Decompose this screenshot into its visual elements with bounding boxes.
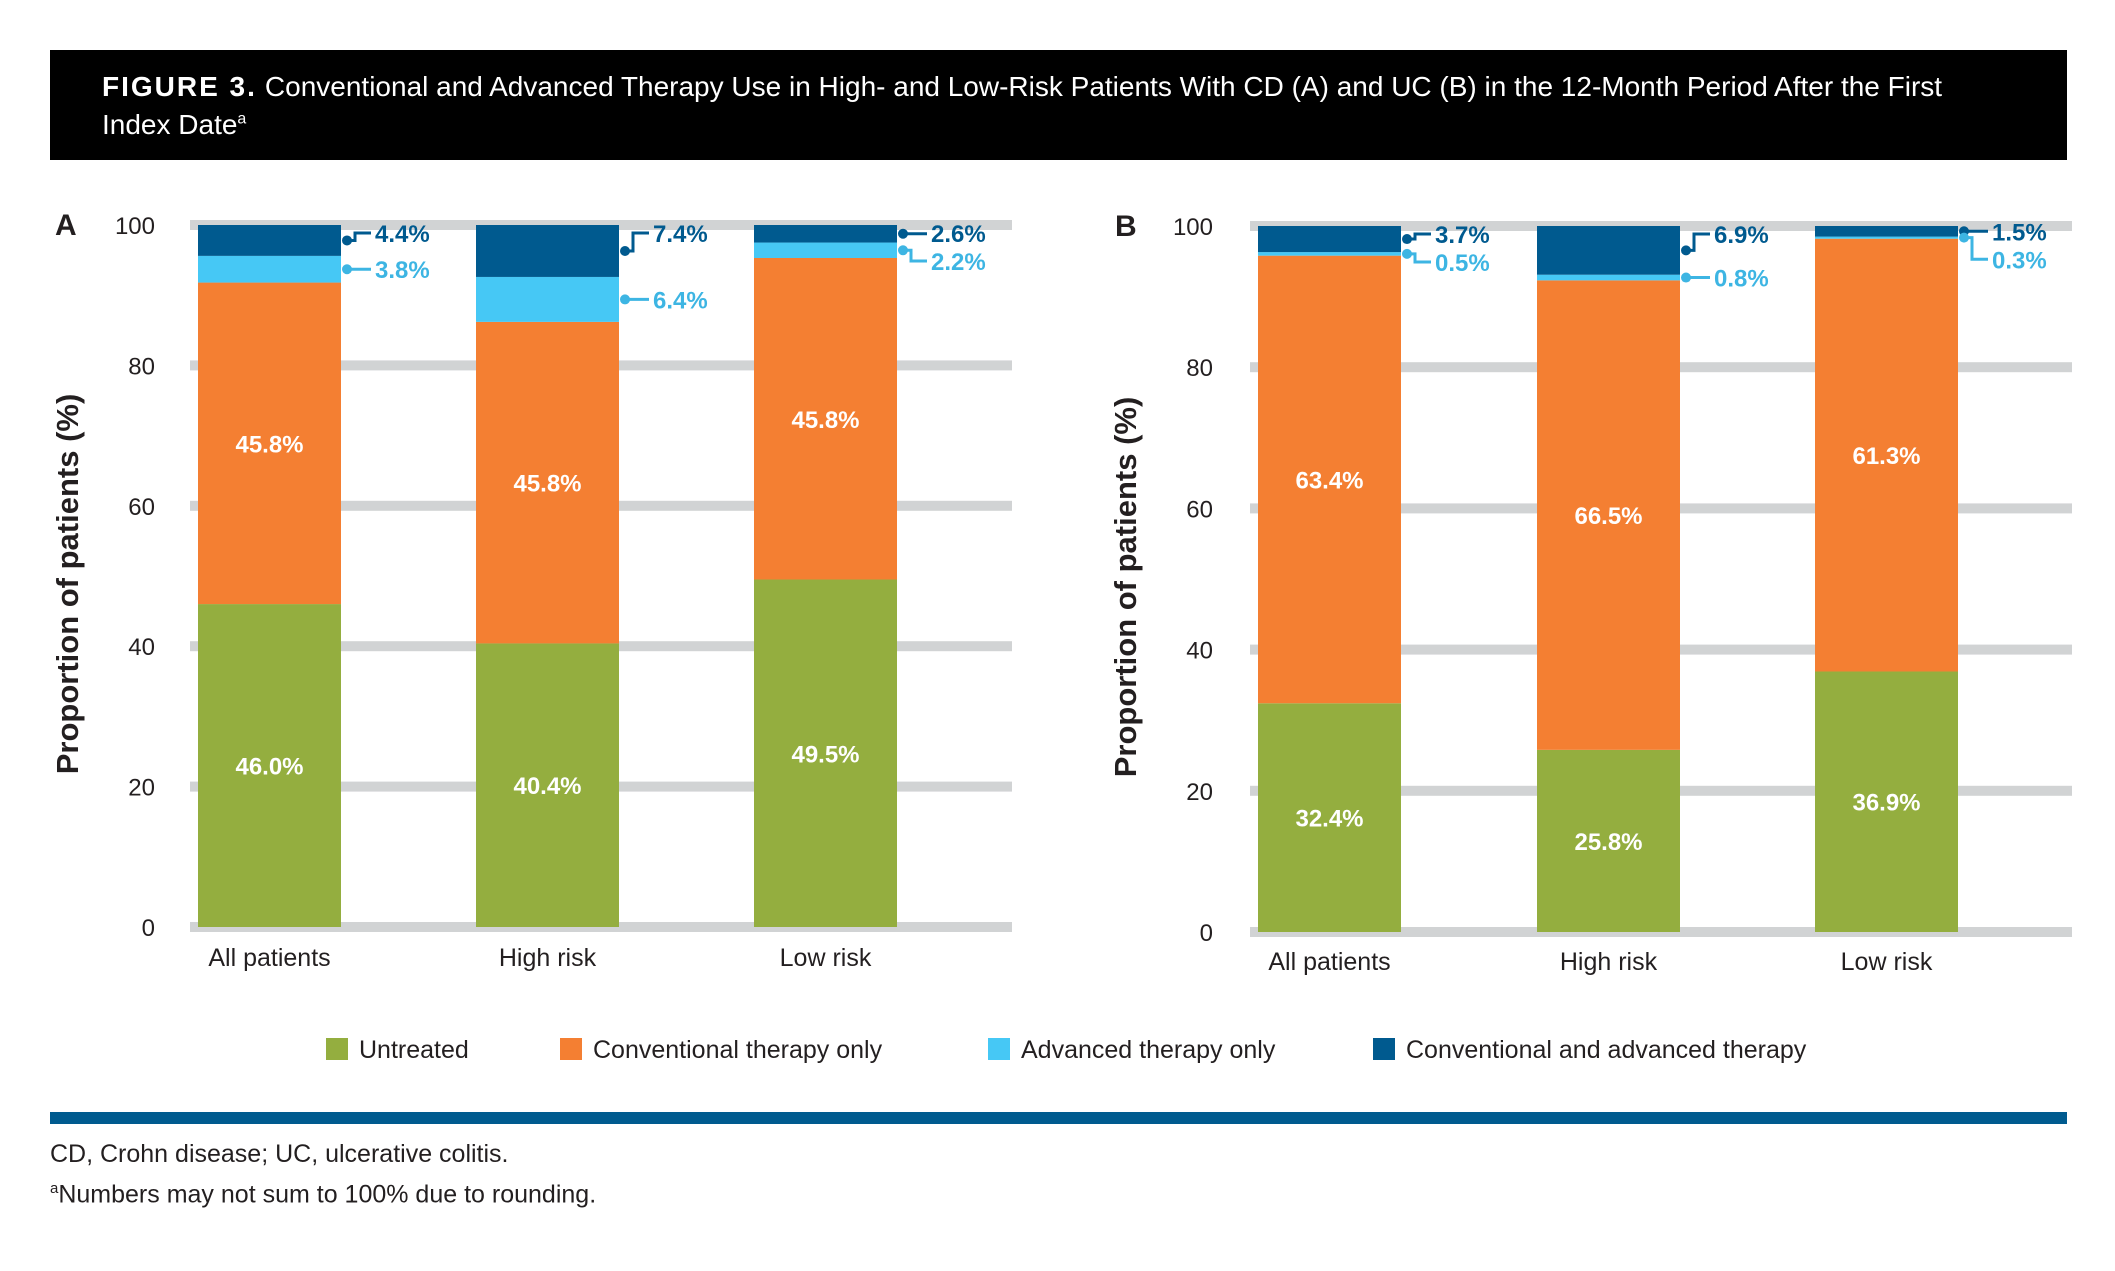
footnote-marker: a [50, 1180, 59, 1197]
panel-a-label-low-risk-conventional: 45.8% [791, 407, 859, 434]
panel-a-label-all-patients-conventional: 45.8% [235, 431, 303, 458]
panel-b-callout-line-all-patients-advanced [1407, 252, 1431, 264]
figure-number: FIGURE 3. [102, 71, 257, 102]
figure-title: FIGURE 3. Conventional and Advanced Thera… [50, 50, 2067, 160]
panel-a-bar-low-risk-advanced [754, 242, 897, 258]
panel-a-y-tick-0: 0 [142, 915, 155, 942]
panel-a-callout-low-risk-advanced: 2.2% [931, 249, 986, 276]
panel-b-y-tick-100: 100 [1173, 214, 1213, 241]
panel-b-bar-high-risk-untreated [1537, 749, 1680, 932]
panel-a-bar-high-risk-advanced [476, 276, 619, 322]
footnote-rounding: aNumbers may not sum to 100% due to roun… [50, 1180, 596, 1209]
panel-a-bar-high-risk-conventional [476, 321, 619, 644]
panel-b-bar-low-risk-conventional [1815, 238, 1958, 672]
panel-a-callout-high-risk-both: 7.4% [653, 221, 708, 248]
panel-a-bar-high-risk-untreated [476, 643, 619, 927]
panel-b-y-tick-20: 20 [1186, 779, 1213, 806]
panel-b-bar-high-risk-advanced [1537, 274, 1680, 281]
panel-a-y-tick-60: 60 [128, 494, 155, 521]
panel-b-y-axis-title: Proportion of patients (%) [1108, 397, 1143, 778]
panel-b-bar-low-risk-both [1815, 226, 1958, 237]
panel-b-y-tick-0: 0 [1200, 920, 1213, 947]
panel-a-label-low-risk-untreated: 49.5% [791, 741, 859, 768]
legend-label-conventional: Conventional therapy only [593, 1036, 883, 1064]
panel-b-bar-all-patients-untreated [1258, 703, 1401, 932]
panel-b-callout-all-patients-both: 3.7% [1435, 222, 1490, 249]
legend-swatch-both [1373, 1038, 1395, 1060]
panel-b-label-low-risk-untreated: 36.9% [1852, 790, 1920, 817]
panel-b-x-tick-high-risk: High risk [1560, 948, 1658, 976]
panel-b-label-high-risk-untreated: 25.8% [1574, 829, 1642, 856]
panel-a-x-tick-all-patients: All patients [208, 944, 330, 972]
panel-a-x-tick-high-risk: High risk [499, 944, 597, 972]
panel-a-bar-high-risk-both [476, 225, 619, 277]
panel-a-y-tick-100: 100 [115, 213, 155, 240]
footnote-rounding-text: Numbers may not sum to 100% due to round… [58, 1180, 597, 1209]
panel-a-label-high-risk-untreated: 40.4% [513, 773, 581, 800]
panel-b-letter: B [1115, 210, 1137, 243]
panel-a-bar-all-patients-conventional [198, 282, 341, 605]
panel-b-bar-all-patients-advanced [1258, 252, 1401, 256]
panel-a-bar-all-patients-advanced [198, 255, 341, 283]
panel-b-label-all-patients-conventional: 63.4% [1295, 467, 1363, 494]
panel-b-bar-high-risk-conventional [1537, 280, 1680, 750]
panel-a-y-tick-80: 80 [128, 353, 155, 380]
panel-b-x-tick-low-risk: Low risk [1841, 948, 1933, 976]
panel-a-callout-all-patients-both: 4.4% [375, 221, 430, 248]
legend-swatch-conventional [560, 1038, 582, 1060]
panel-a-bar-all-patients-untreated [198, 604, 341, 927]
legend-label-advanced: Advanced therapy only [1021, 1036, 1276, 1064]
panel-a-callout-line-low-risk-advanced [903, 248, 927, 263]
panel-b-label-low-risk-conventional: 61.3% [1852, 443, 1920, 470]
panel-b-y-tick-60: 60 [1186, 496, 1213, 523]
legend-swatch-untreated [326, 1038, 348, 1060]
panel-b-callout-all-patients-advanced: 0.5% [1435, 250, 1490, 277]
panel-b-label-high-risk-conventional: 66.5% [1574, 503, 1642, 530]
panel-a-callout-all-patients-advanced: 3.8% [375, 257, 430, 284]
panel-b-callout-low-risk-advanced: 0.3% [1992, 247, 2047, 274]
legend-swatch-advanced [988, 1038, 1010, 1060]
panel-a-bar-low-risk-both [754, 225, 897, 243]
panel-a-bar-low-risk-untreated [754, 579, 897, 927]
footer-divider [50, 1112, 2067, 1124]
footnote-abbreviations: CD, Crohn disease; UC, ulcerative coliti… [50, 1140, 509, 1168]
panel-a-callout-high-risk-advanced: 6.4% [653, 287, 708, 314]
panel-b-x-tick-all-patients: All patients [1268, 948, 1390, 976]
panel-b-y-tick-80: 80 [1186, 355, 1213, 382]
panel-a-y-tick-40: 40 [128, 634, 155, 661]
title-footnote-marker: a [237, 110, 247, 128]
panel-a-y-tick-20: 20 [128, 775, 155, 802]
panel-a-callout-line-high-risk-both [625, 231, 649, 253]
panel-b-callout-line-all-patients-both [1407, 232, 1431, 241]
panel-a-bar-low-risk-conventional [754, 257, 897, 580]
panel-b-label-all-patients-untreated: 32.4% [1295, 806, 1363, 833]
legend-label-both: Conventional and advanced therapy [1406, 1036, 1807, 1064]
panel-b-bar-all-patients-conventional [1258, 255, 1401, 704]
panel-b-bar-all-patients-both [1258, 226, 1401, 253]
panel-b-callout-high-risk-advanced: 0.8% [1714, 266, 1769, 293]
panel-a-y-axis-title: Proportion of patients (%) [50, 394, 85, 775]
panel-a-label-high-risk-conventional: 45.8% [513, 471, 581, 498]
panel-a-callout-line-all-patients-both [347, 231, 371, 242]
panel-b-bar-low-risk-untreated [1815, 671, 1958, 932]
panel-a-label-all-patients-untreated: 46.0% [235, 754, 303, 781]
figure-title-text: Conventional and Advanced Therapy Use in… [102, 71, 1943, 140]
panel-a-bar-all-patients-both [198, 225, 341, 256]
panel-a-callout-low-risk-both: 2.6% [931, 221, 986, 248]
legend-label-untreated: Untreated [359, 1036, 469, 1064]
panel-b-callout-line-high-risk-both [1686, 232, 1710, 252]
panel-b-callout-high-risk-both: 6.9% [1714, 222, 1769, 249]
panel-b-bar-low-risk-advanced [1815, 236, 1958, 239]
panel-a-x-tick-low-risk: Low risk [780, 944, 872, 972]
panel-b-callout-low-risk-both: 1.5% [1992, 219, 2047, 246]
panel-b-callout-line-low-risk-advanced [1964, 236, 1988, 261]
panel-a-letter: A [55, 209, 77, 242]
panel-b-bar-high-risk-both [1537, 226, 1680, 275]
panel-b-y-tick-40: 40 [1186, 638, 1213, 665]
